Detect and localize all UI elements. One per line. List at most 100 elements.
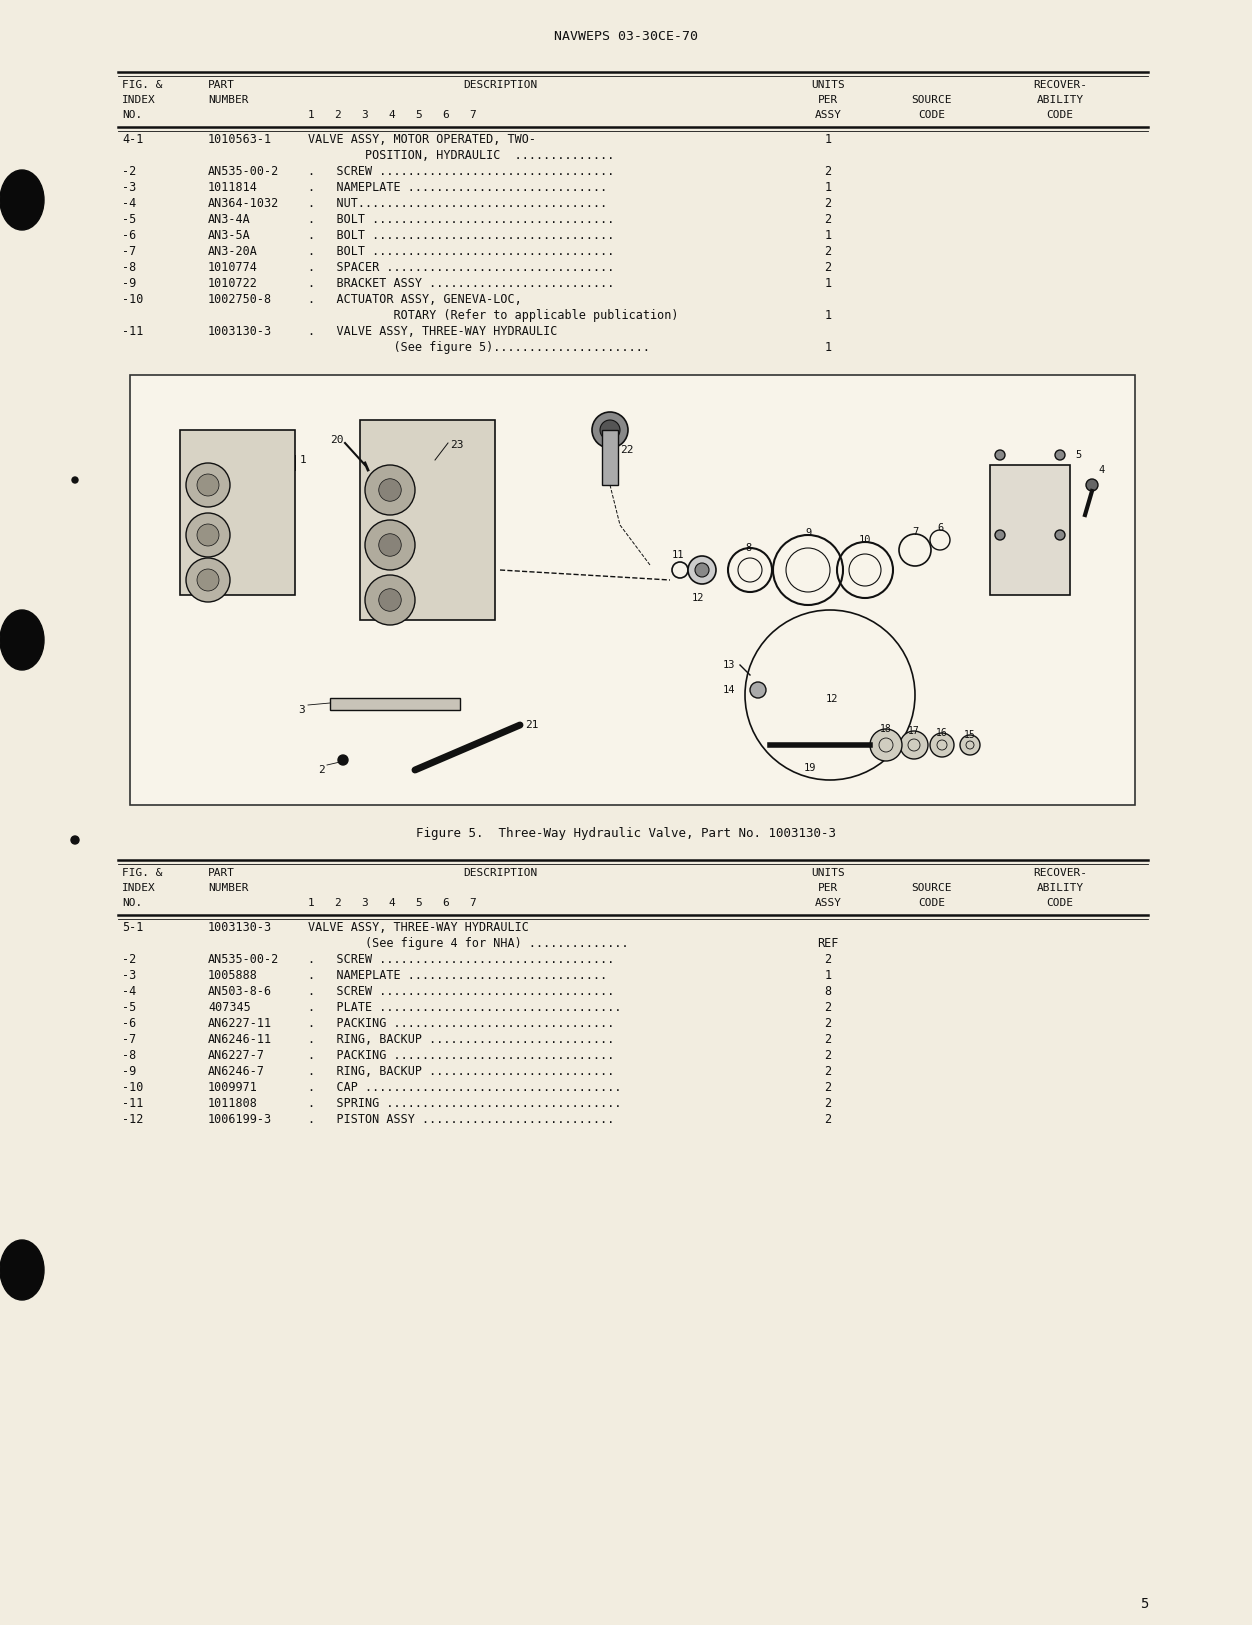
Text: ASSY: ASSY bbox=[815, 111, 841, 120]
Circle shape bbox=[379, 479, 401, 500]
Text: 19: 19 bbox=[804, 764, 816, 774]
Text: INDEX: INDEX bbox=[121, 882, 155, 894]
Text: FIG. &: FIG. & bbox=[121, 868, 163, 878]
Text: ASSY: ASSY bbox=[815, 899, 841, 908]
Circle shape bbox=[1085, 479, 1098, 491]
Text: 15: 15 bbox=[964, 730, 975, 739]
Bar bbox=[990, 465, 1070, 595]
Text: 21: 21 bbox=[525, 720, 538, 730]
Text: 5: 5 bbox=[1139, 1597, 1148, 1610]
Text: 2: 2 bbox=[824, 1050, 831, 1063]
Text: RECOVER-: RECOVER- bbox=[1033, 868, 1087, 878]
Text: .   NUT...................................: . NUT................................... bbox=[308, 197, 607, 210]
Text: INDEX: INDEX bbox=[121, 94, 155, 106]
Text: -2: -2 bbox=[121, 952, 136, 965]
Text: 12: 12 bbox=[692, 593, 704, 603]
Bar bbox=[130, 375, 1136, 804]
Circle shape bbox=[338, 756, 348, 765]
Text: 2: 2 bbox=[824, 1034, 831, 1046]
Ellipse shape bbox=[0, 1240, 44, 1300]
Text: AN6227-7: AN6227-7 bbox=[208, 1050, 265, 1063]
Text: 3: 3 bbox=[298, 705, 305, 715]
Text: -10: -10 bbox=[121, 1081, 144, 1094]
Text: 7: 7 bbox=[911, 526, 918, 536]
Text: AN6246-11: AN6246-11 bbox=[208, 1034, 272, 1046]
Text: 1011814: 1011814 bbox=[208, 180, 258, 193]
Text: CODE: CODE bbox=[1047, 899, 1073, 908]
Text: -9: -9 bbox=[121, 1064, 136, 1077]
Circle shape bbox=[379, 533, 401, 556]
Circle shape bbox=[995, 450, 1005, 460]
Text: 11: 11 bbox=[672, 549, 685, 561]
Text: .   VALVE ASSY, THREE-WAY HYDRAULIC: . VALVE ASSY, THREE-WAY HYDRAULIC bbox=[308, 325, 557, 338]
Text: 2: 2 bbox=[824, 952, 831, 965]
Text: 1006199-3: 1006199-3 bbox=[208, 1113, 272, 1126]
Text: -7: -7 bbox=[121, 1034, 136, 1046]
Text: .   NAMEPLATE ............................: . NAMEPLATE ............................ bbox=[308, 968, 607, 982]
Text: 1005888: 1005888 bbox=[208, 968, 258, 982]
Text: .   ACTUATOR ASSY, GENEVA-LOC,: . ACTUATOR ASSY, GENEVA-LOC, bbox=[308, 292, 522, 306]
Text: 2: 2 bbox=[824, 1017, 831, 1030]
Text: 1011808: 1011808 bbox=[208, 1097, 258, 1110]
Text: .   BRACKET ASSY ..........................: . BRACKET ASSY .........................… bbox=[308, 276, 615, 289]
Text: 4: 4 bbox=[1098, 465, 1104, 474]
Text: 2: 2 bbox=[824, 262, 831, 275]
Text: 1002750-8: 1002750-8 bbox=[208, 292, 272, 306]
Text: .   BOLT ..................................: . BOLT .................................… bbox=[308, 229, 615, 242]
Ellipse shape bbox=[0, 609, 44, 670]
Circle shape bbox=[750, 682, 766, 699]
Bar bbox=[331, 699, 459, 710]
Text: 1003130-3: 1003130-3 bbox=[208, 325, 272, 338]
Circle shape bbox=[600, 419, 620, 440]
Text: POSITION, HYDRAULIC  ..............: POSITION, HYDRAULIC .............. bbox=[308, 150, 615, 162]
Circle shape bbox=[366, 520, 414, 570]
Text: VALVE ASSY, MOTOR OPERATED, TWO-: VALVE ASSY, MOTOR OPERATED, TWO- bbox=[308, 133, 536, 146]
Text: NO.: NO. bbox=[121, 899, 143, 908]
Text: 1010774: 1010774 bbox=[208, 262, 258, 275]
Text: 8: 8 bbox=[824, 985, 831, 998]
Text: 23: 23 bbox=[449, 440, 463, 450]
Text: -2: -2 bbox=[121, 166, 136, 179]
Text: -12: -12 bbox=[121, 1113, 144, 1126]
Text: ABILITY: ABILITY bbox=[1037, 882, 1084, 894]
Text: AN535-00-2: AN535-00-2 bbox=[208, 166, 279, 179]
Text: (See figure 4 for NHA) ..............: (See figure 4 for NHA) .............. bbox=[308, 938, 629, 951]
Text: -6: -6 bbox=[121, 1017, 136, 1030]
Text: 1: 1 bbox=[824, 968, 831, 982]
Text: 1   2   3   4   5   6   7: 1 2 3 4 5 6 7 bbox=[308, 899, 477, 908]
Text: 5: 5 bbox=[1075, 450, 1082, 460]
Text: 1: 1 bbox=[824, 180, 831, 193]
Text: RECOVER-: RECOVER- bbox=[1033, 80, 1087, 89]
Text: PART: PART bbox=[208, 80, 235, 89]
Text: PER: PER bbox=[818, 882, 838, 894]
Text: 20: 20 bbox=[331, 436, 343, 445]
Text: -10: -10 bbox=[121, 292, 144, 306]
Text: 2: 2 bbox=[824, 166, 831, 179]
Text: 1010563-1: 1010563-1 bbox=[208, 133, 272, 146]
Circle shape bbox=[995, 530, 1005, 540]
Text: PART: PART bbox=[208, 868, 235, 878]
Text: AN535-00-2: AN535-00-2 bbox=[208, 952, 279, 965]
Text: 2: 2 bbox=[824, 1081, 831, 1094]
Text: 1: 1 bbox=[824, 276, 831, 289]
Circle shape bbox=[197, 474, 219, 496]
Text: .   BOLT ..................................: . BOLT .................................… bbox=[308, 245, 615, 258]
Text: .   PLATE ..................................: . PLATE ................................… bbox=[308, 1001, 621, 1014]
Circle shape bbox=[71, 835, 79, 843]
Text: 16: 16 bbox=[936, 728, 948, 738]
Text: .   RING, BACKUP ..........................: . RING, BACKUP .........................… bbox=[308, 1034, 615, 1046]
Text: AN3-20A: AN3-20A bbox=[208, 245, 258, 258]
Text: 1: 1 bbox=[824, 341, 831, 354]
Text: .   SCREW .................................: . SCREW ................................… bbox=[308, 985, 615, 998]
Circle shape bbox=[1055, 530, 1065, 540]
Text: 2: 2 bbox=[318, 765, 326, 775]
Text: 6: 6 bbox=[936, 523, 943, 533]
Circle shape bbox=[187, 557, 230, 601]
Text: AN3-4A: AN3-4A bbox=[208, 213, 250, 226]
Text: 4-1: 4-1 bbox=[121, 133, 144, 146]
Text: 1: 1 bbox=[824, 229, 831, 242]
Text: 5-1: 5-1 bbox=[121, 921, 144, 934]
Text: ABILITY: ABILITY bbox=[1037, 94, 1084, 106]
Text: -4: -4 bbox=[121, 197, 136, 210]
Circle shape bbox=[960, 734, 980, 756]
